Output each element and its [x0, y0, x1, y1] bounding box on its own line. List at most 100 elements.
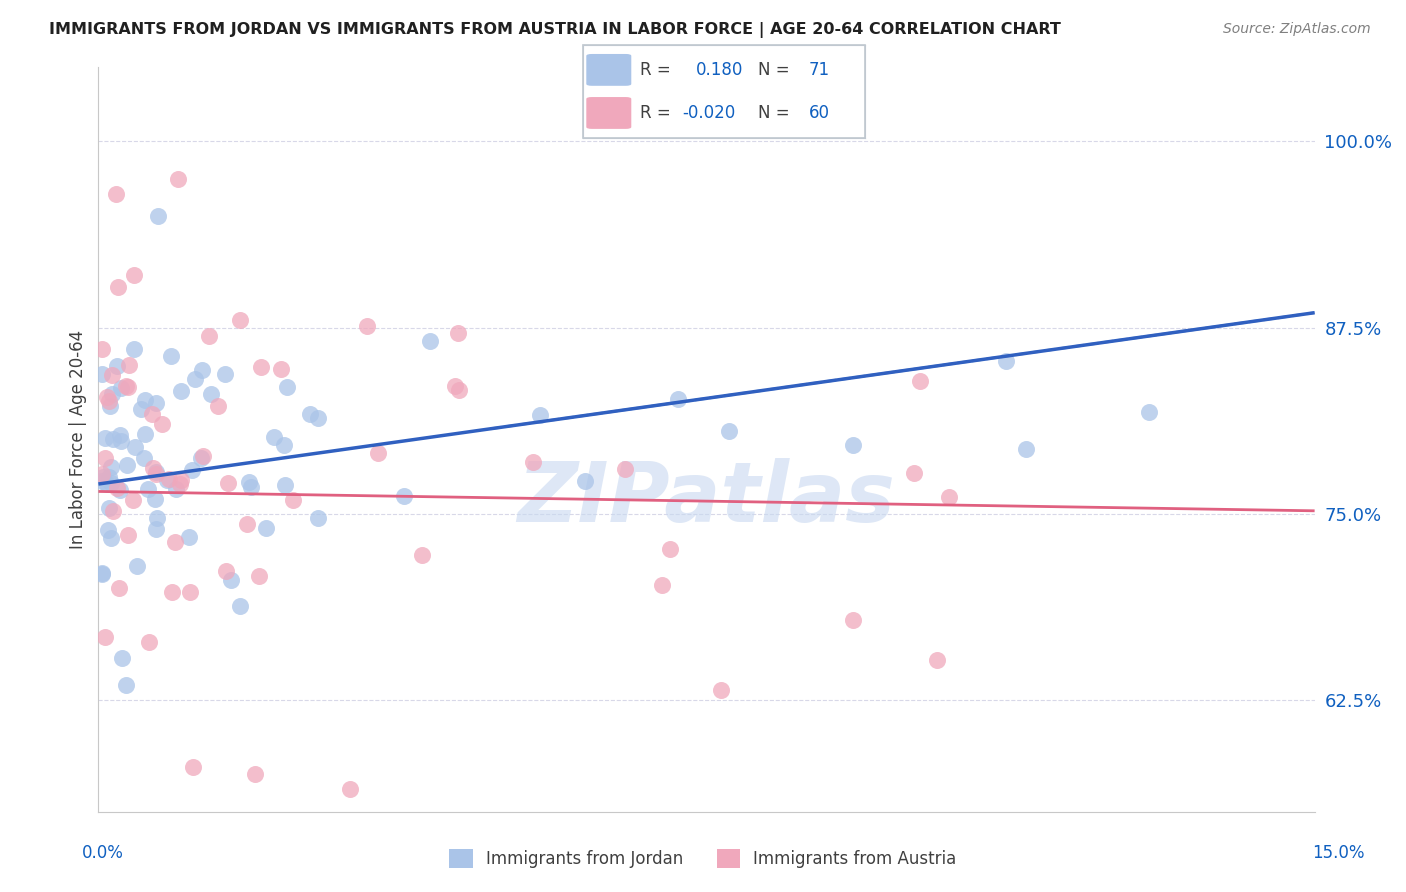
Point: [444, 379, 467, 393]
Point: [145, 465, 167, 479]
Point: [710, 682, 733, 697]
Point: [155, 473, 177, 487]
Point: [145, 522, 167, 536]
Point: [356, 318, 378, 333]
Point: [274, 477, 297, 491]
Point: [394, 489, 416, 503]
Point: [122, 342, 145, 356]
Point: [841, 438, 863, 452]
Point: [207, 399, 229, 413]
Point: [122, 492, 145, 507]
Point: [613, 462, 636, 476]
Point: [270, 362, 292, 376]
Point: [94, 630, 117, 644]
Point: [142, 461, 165, 475]
Point: [91, 467, 114, 481]
Point: [717, 425, 740, 439]
Point: [94, 431, 117, 445]
Point: [994, 354, 1017, 368]
Point: [179, 530, 201, 544]
Point: [145, 467, 167, 482]
Point: [132, 451, 155, 466]
Point: [219, 573, 242, 587]
Text: N =: N =: [758, 61, 789, 78]
Text: ZIPatlas: ZIPatlas: [517, 458, 896, 540]
Point: [339, 782, 361, 797]
Point: [146, 510, 169, 524]
Point: [136, 482, 159, 496]
Point: [250, 360, 273, 375]
Point: [191, 363, 214, 377]
Point: [170, 384, 193, 398]
Point: [110, 434, 132, 449]
Point: [101, 368, 124, 382]
Point: [240, 480, 263, 494]
Point: [574, 475, 596, 489]
Point: [111, 651, 134, 665]
Point: [101, 386, 124, 401]
Point: [114, 379, 136, 393]
Point: [193, 450, 215, 464]
Point: [938, 490, 960, 504]
Point: [145, 395, 167, 409]
Point: [160, 585, 183, 599]
Point: [522, 455, 544, 469]
Point: [184, 372, 207, 386]
Point: [108, 581, 131, 595]
Point: [103, 432, 125, 446]
FancyBboxPatch shape: [586, 97, 631, 129]
Point: [117, 528, 139, 542]
Point: [283, 492, 305, 507]
Point: [666, 392, 689, 406]
Point: [254, 521, 277, 535]
Text: IMMIGRANTS FROM JORDAN VS IMMIGRANTS FROM AUSTRIA IN LABOR FORCE | AGE 20-64 COR: IMMIGRANTS FROM JORDAN VS IMMIGRANTS FRO…: [49, 22, 1062, 38]
Point: [97, 523, 120, 537]
Point: [125, 558, 148, 573]
Point: [247, 569, 270, 583]
Point: [276, 379, 298, 393]
Text: 60: 60: [808, 104, 830, 122]
Point: [98, 469, 121, 483]
Text: 71: 71: [808, 61, 830, 78]
Point: [200, 387, 222, 401]
Point: [181, 760, 204, 774]
Point: [179, 585, 201, 599]
FancyBboxPatch shape: [586, 54, 631, 86]
Point: [134, 393, 156, 408]
Point: [105, 359, 128, 373]
Point: [181, 462, 204, 476]
Text: N =: N =: [758, 104, 789, 122]
Point: [235, 516, 257, 531]
Point: [108, 483, 131, 498]
Point: [96, 477, 118, 491]
Point: [138, 634, 160, 648]
Point: [98, 500, 121, 515]
Point: [104, 186, 127, 201]
Point: [115, 678, 138, 692]
Point: [94, 451, 117, 466]
Point: [273, 438, 295, 452]
Point: [263, 430, 285, 444]
Point: [167, 172, 190, 186]
Point: [91, 474, 114, 488]
Text: -0.020: -0.020: [682, 104, 735, 122]
Text: R =: R =: [640, 104, 671, 122]
Point: [229, 599, 252, 613]
Text: 0.180: 0.180: [696, 61, 744, 78]
Point: [108, 428, 131, 442]
Point: [170, 473, 193, 487]
Point: [124, 440, 146, 454]
Point: [190, 451, 212, 466]
Point: [228, 313, 250, 327]
Point: [118, 358, 141, 372]
Point: [411, 548, 433, 562]
Point: [107, 280, 129, 294]
Point: [97, 394, 120, 409]
Point: [447, 326, 470, 340]
Point: [146, 209, 169, 223]
Text: Source: ZipAtlas.com: Source: ZipAtlas.com: [1223, 22, 1371, 37]
Point: [115, 458, 138, 472]
Point: [238, 475, 260, 489]
Point: [214, 367, 236, 381]
Point: [91, 566, 114, 580]
